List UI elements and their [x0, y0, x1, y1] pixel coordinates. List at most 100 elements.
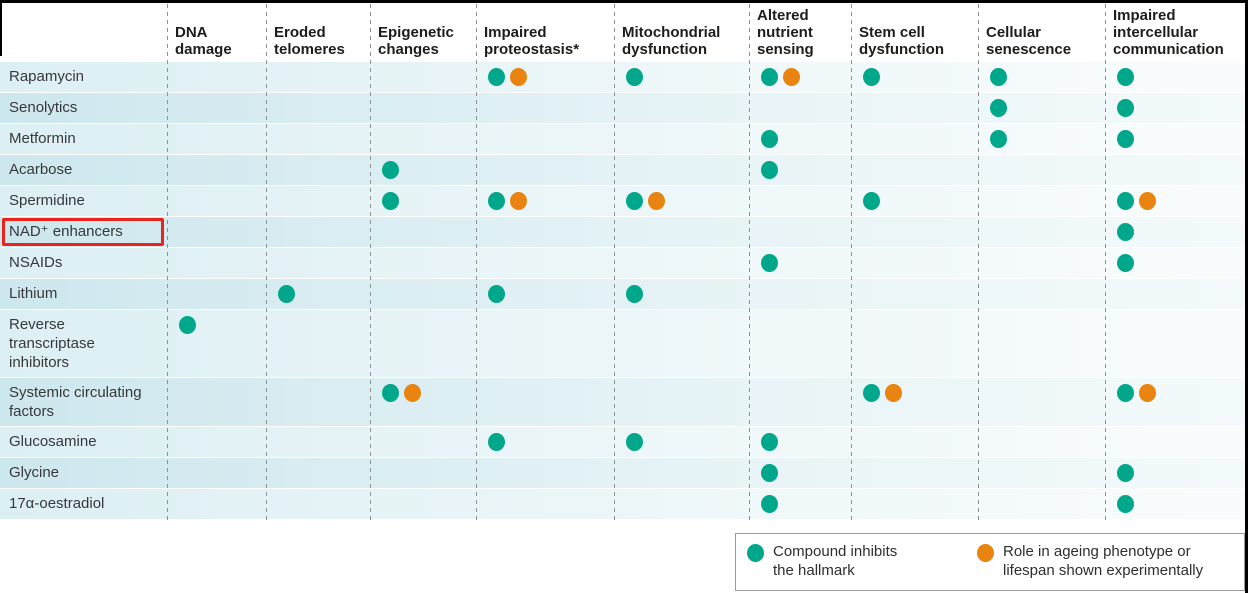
legend-label-line: the hallmark: [773, 562, 855, 579]
legend-box: Compound inhibits the hallmark Role in a…: [735, 533, 1245, 591]
experimental-dot-icon: [977, 544, 994, 562]
column-separator: [167, 4, 168, 520]
matrix-rows: Rapamycin Senolytics Metformin Acarbose Sper…: [0, 62, 1245, 520]
matrix-row: Systemic circulating factors: [0, 378, 1245, 427]
column-header: Stem cell dysfunction: [859, 24, 944, 58]
matrix-row: Acarbose: [0, 155, 1245, 186]
figure-frame-top: [0, 0, 1248, 3]
experimental-dot: [510, 68, 527, 86]
column-header: DNA damage: [175, 24, 232, 58]
experimental-dot: [1139, 384, 1156, 402]
inhibits-dot: [278, 285, 295, 303]
matrix-row: Senolytics: [0, 93, 1245, 124]
experimental-dot: [885, 384, 902, 402]
inhibits-dot: [761, 161, 778, 179]
row-label: Senolytics: [9, 99, 78, 116]
row-label: NAD⁺ enhancers: [9, 223, 123, 240]
column-separator: [851, 4, 852, 520]
inhibits-dot: [990, 130, 1007, 148]
column-separator: [476, 4, 477, 520]
inhibits-dot: [990, 68, 1007, 86]
inhibits-dot: [1117, 464, 1134, 482]
inhibits-dot: [863, 192, 880, 210]
column-separator: [749, 4, 750, 520]
matrix-row: Rapamycin: [0, 62, 1245, 93]
inhibits-dot: [382, 192, 399, 210]
matrix-row: Reverse transcriptase inhibitors: [0, 310, 1245, 378]
inhibits-dot: [1117, 99, 1134, 117]
inhibits-dot: [863, 68, 880, 86]
experimental-dot: [404, 384, 421, 402]
inhibits-dot: [626, 68, 643, 86]
matrix-row: 17α-oestradiol: [0, 489, 1245, 520]
inhibits-dot: [1117, 384, 1134, 402]
column-separator: [978, 4, 979, 520]
inhibits-dot: [761, 130, 778, 148]
matrix-row: Lithium: [0, 279, 1245, 310]
inhibits-dot: [761, 495, 778, 513]
row-label: Spermidine: [9, 192, 85, 209]
column-header: Eroded telomeres: [274, 24, 345, 58]
experimental-dot: [1139, 192, 1156, 210]
legend-label-line: lifespan shown experimentally: [1003, 562, 1204, 579]
legend-label-inhibits: Compound inhibits the hallmark: [773, 542, 897, 580]
inhibits-dot: [1117, 254, 1134, 272]
legend-label-line: Role in ageing phenotype or: [1003, 543, 1191, 560]
legend-item-inhibits: Compound inhibits the hallmark: [747, 542, 897, 580]
experimental-dot: [783, 68, 800, 86]
inhibits-dot: [863, 384, 880, 402]
inhibits-dot: [488, 68, 505, 86]
inhibits-dot: [761, 68, 778, 86]
column-headers: DNA damage Eroded telomeres Epigenetic cha…: [0, 0, 1245, 62]
inhibits-dot: [1117, 495, 1134, 513]
inhibits-dot: [382, 161, 399, 179]
inhibits-dot: [488, 433, 505, 451]
legend-item-experimental: Role in ageing phenotype or lifespan sho…: [977, 542, 1203, 580]
column-header: Altered nutrient sensing: [757, 7, 814, 58]
legend-label-experimental: Role in ageing phenotype or lifespan sho…: [1003, 542, 1203, 580]
matrix-row: Glucosamine: [0, 427, 1245, 458]
row-label: 17α-oestradiol: [9, 495, 105, 512]
experimental-dot: [648, 192, 665, 210]
row-label: Glucosamine: [9, 433, 97, 450]
inhibits-dot: [626, 433, 643, 451]
matrix-row: Metformin: [0, 124, 1245, 155]
row-label: Systemic circulating factors: [9, 384, 142, 420]
inhibits-dot: [1117, 130, 1134, 148]
row-label: Lithium: [9, 285, 58, 302]
figure-frame-left: [0, 0, 2, 56]
matrix-row: NAD⁺ enhancers: [0, 217, 1245, 248]
inhibits-dot: [761, 433, 778, 451]
row-label: Glycine: [9, 464, 60, 481]
column-header: Impaired proteostasis*: [484, 24, 580, 58]
experimental-dot: [510, 192, 527, 210]
inhibits-dot: [761, 254, 778, 272]
matrix-row: NSAIDs: [0, 248, 1245, 279]
row-label: Acarbose: [9, 161, 73, 178]
legend-label-line: Compound inhibits: [773, 543, 898, 560]
inhibits-dot: [488, 285, 505, 303]
inhibits-dot: [626, 192, 643, 210]
inhibits-dot: [179, 316, 196, 334]
column-separator: [370, 4, 371, 520]
inhibits-dot: [626, 285, 643, 303]
nad-highlight-box: [2, 218, 164, 246]
inhibits-dot: [488, 192, 505, 210]
column-separator: [614, 4, 615, 520]
inhibits-dot-icon: [747, 544, 764, 562]
row-label: NSAIDs: [9, 254, 63, 271]
inhibits-dot: [1117, 192, 1134, 210]
figure-frame-right: [1245, 0, 1248, 593]
matrix-row: Spermidine: [0, 186, 1245, 217]
matrix-row: Glycine: [0, 458, 1245, 489]
column-separator: [1105, 4, 1106, 520]
row-label: Reverse transcriptase inhibitors: [9, 316, 95, 371]
inhibits-dot: [1117, 68, 1134, 86]
row-label: Rapamycin: [9, 68, 85, 85]
row-label: Metformin: [9, 130, 76, 147]
inhibits-dot: [382, 384, 399, 402]
column-header: Epigenetic changes: [378, 24, 454, 58]
column-header: Mitochondrial dysfunction: [622, 24, 721, 58]
inhibits-dot: [1117, 223, 1134, 241]
